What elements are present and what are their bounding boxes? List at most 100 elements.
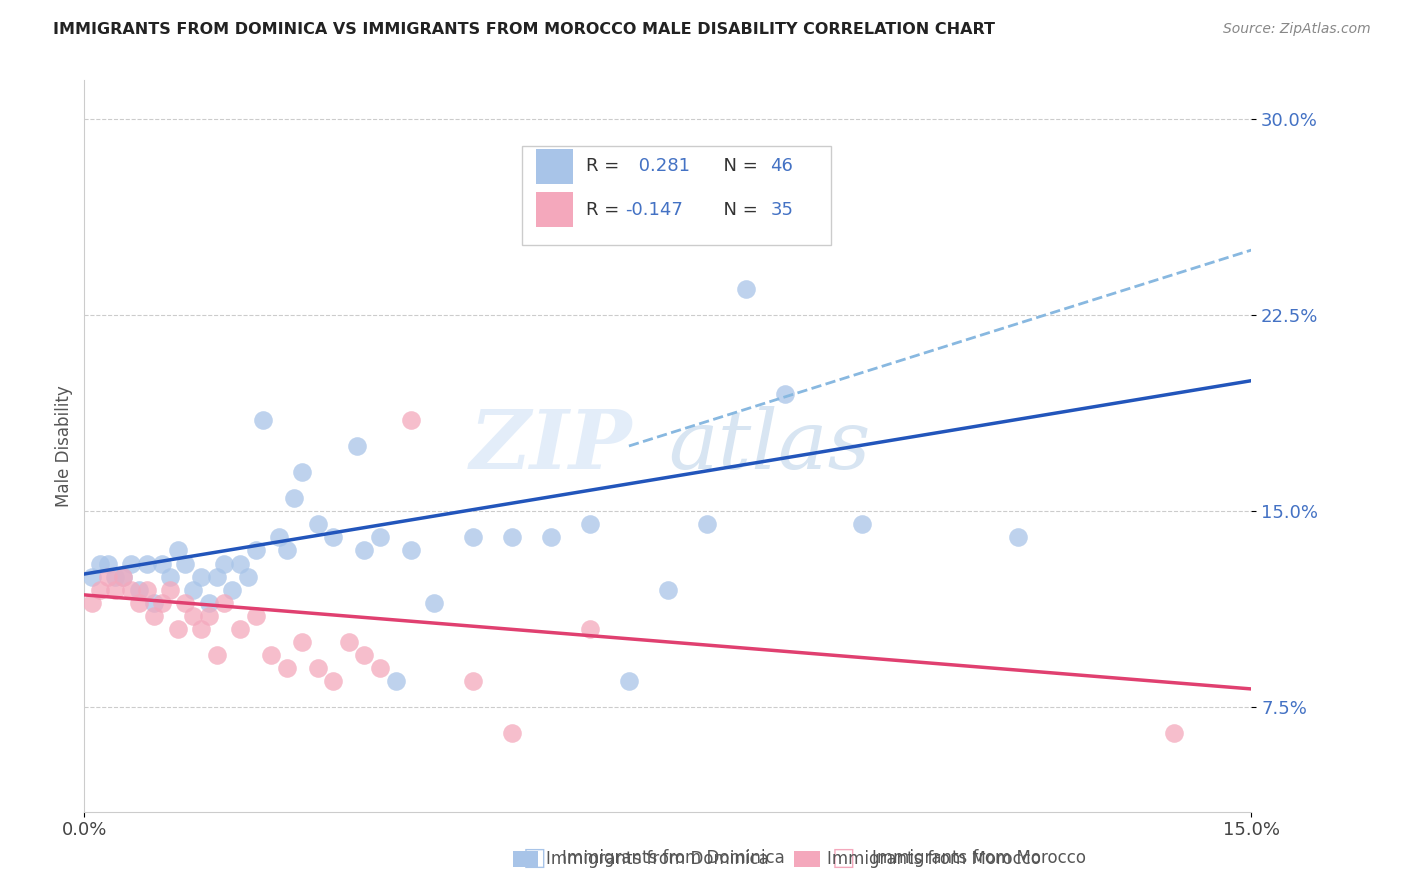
Point xyxy=(773,386,796,401)
Point xyxy=(322,674,344,689)
Point xyxy=(353,543,375,558)
Point xyxy=(190,569,212,583)
Point xyxy=(579,517,602,532)
Point xyxy=(368,661,391,675)
Point xyxy=(159,569,181,583)
Point xyxy=(307,661,329,675)
Point xyxy=(214,596,236,610)
Point xyxy=(89,582,111,597)
Text: atlas: atlas xyxy=(668,406,870,486)
Text: -0.147: -0.147 xyxy=(624,201,682,219)
Text: N =: N = xyxy=(713,201,763,219)
Point xyxy=(214,557,236,571)
Text: Source: ZipAtlas.com: Source: ZipAtlas.com xyxy=(1223,22,1371,37)
Text: R =: R = xyxy=(586,201,626,219)
Point xyxy=(368,530,391,544)
Point xyxy=(291,465,314,479)
Point xyxy=(501,530,523,544)
FancyBboxPatch shape xyxy=(536,192,574,227)
Point xyxy=(135,582,157,597)
Point xyxy=(245,608,267,623)
Point xyxy=(260,648,283,662)
Point xyxy=(104,582,127,597)
Text: □: □ xyxy=(832,847,855,870)
Point xyxy=(1007,530,1029,544)
Point xyxy=(229,622,252,636)
Point xyxy=(198,608,221,623)
Point xyxy=(291,635,314,649)
Point xyxy=(174,557,197,571)
Point xyxy=(501,726,523,740)
Text: 0.281: 0.281 xyxy=(633,157,690,175)
Text: Immigrants from Dominica: Immigrants from Dominica xyxy=(562,849,785,867)
Text: Immigrants from Morocco: Immigrants from Morocco xyxy=(827,850,1040,868)
Point xyxy=(283,491,305,506)
Point xyxy=(229,557,252,571)
Point xyxy=(104,569,127,583)
Text: 35: 35 xyxy=(770,201,793,219)
Point xyxy=(579,622,602,636)
Point xyxy=(205,648,228,662)
Point xyxy=(181,608,204,623)
Point xyxy=(423,596,446,610)
Point xyxy=(120,582,142,597)
Text: IMMIGRANTS FROM DOMINICA VS IMMIGRANTS FROM MOROCCO MALE DISABILITY CORRELATION : IMMIGRANTS FROM DOMINICA VS IMMIGRANTS F… xyxy=(53,22,995,37)
Point xyxy=(1163,726,1185,740)
Point xyxy=(276,661,298,675)
Point xyxy=(267,530,290,544)
Point xyxy=(353,648,375,662)
Point xyxy=(135,557,157,571)
Point xyxy=(245,543,267,558)
Point xyxy=(166,543,188,558)
Point xyxy=(128,596,150,610)
Point xyxy=(399,413,422,427)
Point xyxy=(322,530,344,544)
Point xyxy=(143,596,166,610)
Point xyxy=(221,582,243,597)
Text: 46: 46 xyxy=(770,157,793,175)
Text: Immigrants from Dominica: Immigrants from Dominica xyxy=(546,850,768,868)
Point xyxy=(540,530,562,544)
Point xyxy=(82,596,104,610)
FancyBboxPatch shape xyxy=(536,149,574,184)
Point xyxy=(657,582,679,597)
Point xyxy=(89,557,111,571)
Point xyxy=(205,569,228,583)
Point xyxy=(120,557,142,571)
Point xyxy=(617,674,640,689)
FancyBboxPatch shape xyxy=(522,146,831,244)
Point xyxy=(97,557,120,571)
Point xyxy=(463,674,485,689)
Text: N =: N = xyxy=(713,157,763,175)
Point xyxy=(159,582,181,597)
Point xyxy=(112,569,135,583)
Point xyxy=(198,596,221,610)
Point xyxy=(252,413,274,427)
Text: Immigrants from Morocco: Immigrants from Morocco xyxy=(872,849,1085,867)
Point xyxy=(384,674,406,689)
Point xyxy=(112,569,135,583)
Text: R =: R = xyxy=(586,157,626,175)
Point xyxy=(399,543,422,558)
Text: ZIP: ZIP xyxy=(470,406,633,486)
Point xyxy=(307,517,329,532)
Point xyxy=(463,530,485,544)
Point xyxy=(190,622,212,636)
Point xyxy=(166,622,188,636)
Point xyxy=(143,608,166,623)
Text: □: □ xyxy=(523,847,546,870)
Point xyxy=(236,569,259,583)
Point xyxy=(337,635,360,649)
Point xyxy=(734,282,756,296)
Point xyxy=(696,517,718,532)
Point xyxy=(174,596,197,610)
Point xyxy=(97,569,120,583)
Point xyxy=(181,582,204,597)
Point xyxy=(128,582,150,597)
Point xyxy=(276,543,298,558)
Point xyxy=(851,517,873,532)
Point xyxy=(150,557,173,571)
Y-axis label: Male Disability: Male Disability xyxy=(55,385,73,507)
Point xyxy=(82,569,104,583)
Point xyxy=(150,596,173,610)
